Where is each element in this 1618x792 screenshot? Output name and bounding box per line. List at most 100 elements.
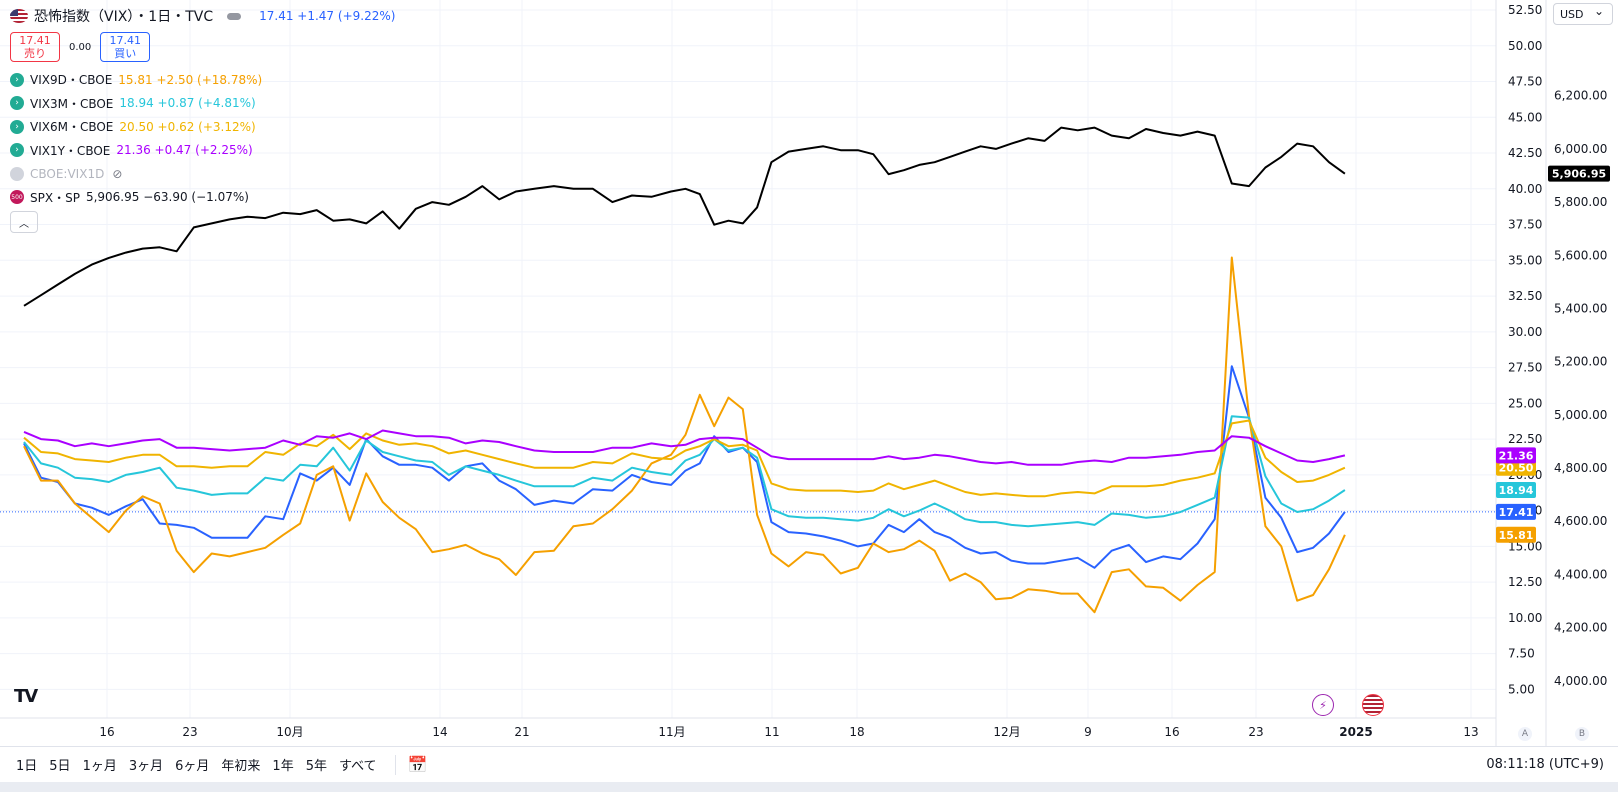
price-label-spx: 5,906.95 — [1552, 168, 1606, 181]
series-line-vix3m — [23, 415, 1346, 528]
spx-badge-icon: 500 — [10, 190, 24, 205]
hidden-series-icon — [10, 166, 24, 181]
time-tick-label: 9 — [1084, 725, 1092, 739]
price-label-vix: 17.41 — [1499, 506, 1534, 519]
left-tick-label: 32.50 — [1508, 289, 1542, 303]
right-tick-label: 5,400.00 — [1554, 301, 1607, 315]
range-1d[interactable]: 1日 — [16, 759, 38, 774]
time-tick-label: 11月 — [658, 725, 685, 739]
left-tick-label: 37.50 — [1508, 218, 1542, 232]
time-tick-label: 23 — [1248, 725, 1263, 739]
clock-timezone[interactable]: 08:11:18 (UTC+9) — [1486, 757, 1604, 772]
price-label-vix9d: 15.81 — [1499, 529, 1534, 542]
main-symbol-title[interactable]: 恐怖指数（VIX）・1日・TVC — [34, 9, 214, 25]
main-symbol-row[interactable]: 恐怖指数（VIX）・1日・TVC 17.41 +1.47 (+9.22%) — [10, 5, 395, 27]
time-tick-label: 10月 — [276, 725, 303, 739]
price-label-bg-vix — [1496, 503, 1536, 520]
bottom-strip — [0, 782, 1618, 792]
time-scale[interactable]: 16 23 10月 14 21 11月 11 18 12月 9 16 23 2025 13 — [99, 725, 1478, 739]
collapse-legend-button[interactable]: ︿ — [10, 211, 38, 233]
left-tick-label: 52.50 — [1508, 3, 1542, 17]
time-tick-label: 11 — [764, 725, 779, 739]
time-tick-label: 12月 — [993, 725, 1020, 739]
spread-value: 0.00 — [69, 41, 92, 53]
legend-values: 18.94 +0.87 (+4.81%) — [119, 96, 256, 111]
right-tick-label: 4,800.00 — [1554, 461, 1607, 475]
lightning-icon[interactable]: ⚡ — [1312, 694, 1334, 716]
range-all[interactable]: すべて — [338, 759, 377, 774]
calendar-range-icon[interactable]: 📅 — [407, 755, 428, 774]
range-3m[interactable]: 3ヶ月 — [128, 759, 164, 774]
price-label-bg-vix9d — [1496, 526, 1536, 543]
series-line-vix6m — [23, 419, 1346, 498]
time-range-bar: 1日 5日 1ヶ月 3ヶ月 6ヶ月 年初来 1年 5年 すべて 📅 08:11:… — [0, 746, 1618, 782]
right-scale-button[interactable]: B — [1575, 727, 1589, 741]
left-tick-label: 15.00 — [1508, 539, 1542, 553]
left-tick-label: 35.00 — [1508, 253, 1542, 267]
legend-row-vix9d[interactable]: › VIX9D・CBOE 15.81 +2.50 (+18.78%) — [10, 68, 395, 92]
time-tick-label: 13 — [1463, 725, 1478, 739]
right-tick-label: 5,600.00 — [1554, 248, 1607, 262]
legend-symbol: VIX3M・CBOE — [30, 96, 114, 111]
range-5y[interactable]: 5年 — [305, 759, 327, 774]
chevron-up-icon: ︿ — [19, 218, 29, 230]
legend-values: 21.36 +0.47 (+2.25%) — [116, 143, 253, 158]
time-tick-label: 21 — [514, 725, 529, 739]
legend-row-spx[interactable]: 500 SPX・SP 5,906.95 −63.90 (−1.07%) — [10, 186, 395, 210]
range-6m[interactable]: 6ヶ月 — [175, 759, 210, 774]
range-ytd[interactable]: 年初来 — [221, 759, 261, 774]
chart-legend: 恐怖指数（VIX）・1日・TVC 17.41 +1.47 (+9.22%) 17… — [10, 5, 395, 233]
hidden-series-symbol: CBOE:VIX1D — [30, 166, 105, 181]
right-tick-label: 6,000.00 — [1554, 142, 1607, 156]
market-status-icon[interactable] — [227, 12, 242, 20]
legend-row-vix3m[interactable]: › VIX3M・CBOE 18.94 +0.87 (+4.81%) — [10, 92, 395, 116]
legend-row-vix1y[interactable]: › VIX1Y・CBOE 21.36 +0.47 (+2.25%) — [10, 139, 395, 163]
left-tick-label: 40.00 — [1508, 182, 1542, 196]
buy-sell-panel: 17.41 売り 0.00 17.41 買い — [10, 29, 395, 65]
series-line-vix1y — [23, 429, 1346, 466]
legend-values: 5,906.95 −63.90 (−1.07%) — [85, 190, 249, 205]
expand-arrow-icon[interactable]: › — [10, 119, 24, 134]
time-tick-label: 16 — [1164, 725, 1179, 739]
range-1m[interactable]: 1ヶ月 — [82, 759, 117, 774]
range-5d[interactable]: 5日 — [49, 759, 71, 774]
sell-label: 売り — [24, 47, 46, 60]
currency-select[interactable]: USD — [1553, 0, 1613, 25]
price-label-vix6m: 20.50 — [1499, 462, 1534, 475]
expand-arrow-icon[interactable]: › — [10, 72, 24, 87]
left-tick-label: 12.50 — [1508, 575, 1542, 589]
right-tick-label: 5,200.00 — [1554, 355, 1607, 369]
right-tick-label: 6,200.00 — [1554, 89, 1607, 103]
left-tick-label: 47.50 — [1508, 75, 1542, 89]
main-price: 17.41 — [259, 9, 294, 23]
right-tick-label: 5,800.00 — [1554, 195, 1607, 209]
legend-symbol: VIX6M・CBOE — [30, 120, 114, 135]
legend-values: 15.81 +2.50 (+18.78%) — [118, 72, 263, 87]
main-price-change: 17.41 +1.47 (+9.22%) — [259, 9, 395, 23]
chart-canvas[interactable]: 5.007.5010.0012.5015.0017.5020.0022.5025… — [0, 0, 1618, 746]
auto-scale-button[interactable]: A — [1518, 727, 1532, 741]
price-label-bg-vix1y — [1496, 447, 1536, 464]
buy-button[interactable]: 17.41 買い — [100, 32, 151, 62]
time-tick-label: 18 — [849, 725, 864, 739]
legend-row-vix6m[interactable]: › VIX6M・CBOE 20.50 +0.62 (+3.12%) — [10, 115, 395, 139]
legend-symbol: VIX9D・CBOE — [30, 73, 113, 88]
legend-symbol: SPX・SP — [30, 190, 80, 205]
right-price-scale[interactable]: 4,000.00 4,200.00 4,400.00 4,600.00 4,800.00… — [1554, 89, 1607, 688]
expand-arrow-icon[interactable]: › — [10, 96, 24, 111]
eye-slash-icon[interactable]: ⊘ — [112, 166, 123, 181]
expand-arrow-icon[interactable]: › — [10, 143, 24, 158]
right-tick-label: 4,000.00 — [1554, 674, 1607, 688]
legend-row-hidden[interactable]: CBOE:VIX1D ⊘ — [10, 162, 395, 186]
left-tick-label: 42.50 — [1508, 146, 1542, 160]
time-tick-label: 2025 — [1339, 725, 1372, 739]
us-flag-icon — [10, 9, 28, 23]
sell-price: 17.41 — [19, 34, 51, 47]
range-divider — [394, 754, 396, 775]
right-tick-label: 4,600.00 — [1554, 514, 1607, 528]
sell-button[interactable]: 17.41 売り — [10, 32, 60, 62]
range-1y[interactable]: 1年 — [272, 759, 294, 774]
us-event-icon[interactable] — [1362, 694, 1384, 716]
left-tick-label: 50.00 — [1508, 39, 1542, 53]
series-layer — [23, 126, 1346, 614]
